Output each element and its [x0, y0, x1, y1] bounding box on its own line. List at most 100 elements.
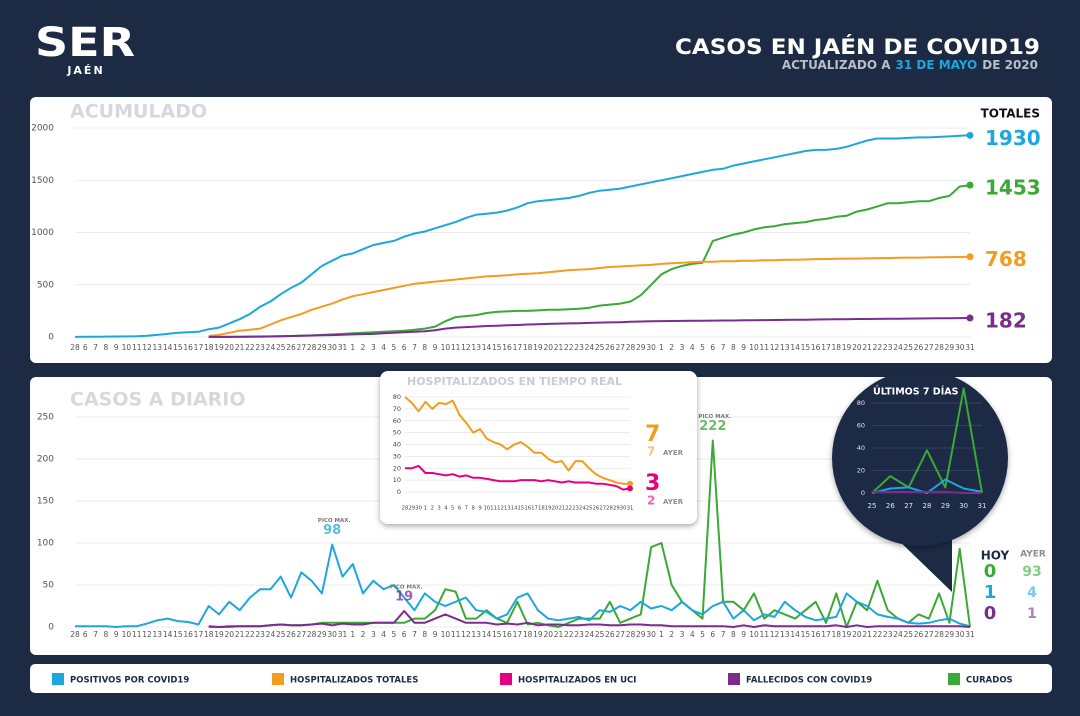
x-tick-label: 20: [543, 630, 553, 639]
series-line: [871, 478, 983, 494]
y-tick-label: 50: [43, 581, 55, 591]
y-tick-label: 0: [861, 489, 865, 497]
legend-swatch: [728, 673, 740, 685]
y-tick-label: 20: [393, 464, 401, 472]
x-tick-label: 28: [402, 506, 409, 512]
x-tick-label: 27: [924, 630, 934, 639]
y-tick-label: 10: [393, 476, 401, 484]
x-tick-label: 2: [361, 343, 366, 352]
x-tick-label: 7: [93, 343, 98, 352]
x-tick-label: 30: [646, 630, 656, 639]
x-tick-label: 25: [276, 630, 286, 639]
x-tick-label: 27: [615, 343, 625, 352]
series-line: [872, 490, 982, 494]
x-tick-label: 9: [433, 343, 438, 352]
x-tick-label: 28: [923, 502, 932, 510]
series-line: [208, 255, 971, 337]
x-tick-label: 14: [790, 630, 800, 639]
x-tick-label: 11: [132, 630, 142, 639]
peak-value: 98: [323, 523, 341, 538]
x-tick-label: 4: [690, 343, 695, 352]
peak-value: 222: [699, 419, 726, 434]
x-tick-label: 30: [620, 506, 627, 512]
hoy-value: 1: [984, 582, 997, 603]
hoy-label: HOY: [981, 549, 1010, 563]
y-tick-label: 0: [397, 488, 401, 496]
totals-label: TOTALES: [981, 107, 1040, 121]
x-tick-label: 26: [886, 502, 895, 510]
hoy-value: 0: [984, 603, 997, 624]
x-tick-label: 19: [533, 343, 543, 352]
y-tick-label: 200: [37, 455, 54, 465]
x-tick-label: 8: [103, 630, 108, 639]
x-tick-label: 3: [371, 343, 376, 352]
x-tick-label: 25: [586, 506, 593, 512]
x-tick-label: 26: [914, 630, 924, 639]
legend-swatch: [500, 673, 512, 685]
x-tick-label: 14: [511, 506, 518, 512]
x-tick-label: 7: [412, 630, 417, 639]
total-value: 768: [985, 247, 1027, 271]
x-tick-label: 31: [338, 630, 348, 639]
x-tick-label: 19: [214, 343, 224, 352]
x-tick-label: 15: [801, 630, 811, 639]
x-tick-label: 26: [605, 343, 615, 352]
x-tick-label: 24: [893, 630, 903, 639]
x-tick-label: 22: [565, 506, 572, 512]
x-tick-label: 21: [862, 343, 872, 352]
x-tick-label: 5: [392, 343, 397, 352]
peak-value: 19: [395, 590, 413, 605]
x-tick-label: 13: [471, 343, 481, 352]
x-tick-label: 30: [327, 343, 337, 352]
x-tick-label: 19: [533, 630, 543, 639]
x-tick-label: 11: [132, 343, 142, 352]
x-tick-label: 8: [422, 343, 427, 352]
x-tick-label: 12: [497, 506, 504, 512]
x-tick-label: 28: [606, 506, 613, 512]
y-tick-label: 100: [37, 539, 54, 549]
x-tick-label: 17: [513, 343, 523, 352]
x-tick-label: 12: [461, 630, 471, 639]
x-tick-label: 18: [204, 343, 214, 352]
x-tick-label: 6: [402, 630, 407, 639]
series-line: [405, 464, 631, 491]
x-tick-label: 14: [482, 630, 492, 639]
x-tick-label: 24: [266, 630, 276, 639]
x-tick-label: 23: [574, 343, 584, 352]
end-dot: [966, 181, 974, 189]
x-tick-label: 4: [690, 630, 695, 639]
total-value: 182: [985, 308, 1027, 332]
y-tick-label: 30: [393, 452, 401, 460]
x-tick-label: 2: [669, 343, 674, 352]
ayer-label: AYER: [663, 498, 684, 506]
x-tick-label: 24: [585, 343, 595, 352]
x-tick-label: 27: [904, 502, 913, 510]
x-tick-label: 5: [392, 630, 397, 639]
y-tick-label: 0: [48, 623, 54, 633]
x-tick-label: 26: [605, 630, 615, 639]
x-tick-label: 25: [868, 502, 877, 510]
x-tick-label: 2: [431, 506, 434, 512]
ayer-label: AYER: [1020, 550, 1046, 560]
x-tick-label: 2: [361, 630, 366, 639]
x-tick-label: 7: [465, 506, 468, 512]
x-tick-label: 30: [955, 630, 965, 639]
x-tick-label: 19: [842, 343, 852, 352]
x-tick-label: 8: [103, 343, 108, 352]
x-tick-label: 22: [564, 343, 574, 352]
x-tick-label: 7: [721, 630, 726, 639]
x-tick-label: 6: [83, 343, 88, 352]
y-tick-label: 500: [37, 280, 54, 290]
x-tick-label: 16: [811, 343, 821, 352]
series-line: [208, 610, 971, 628]
x-tick-label: 19: [545, 506, 552, 512]
legend-swatch: [948, 673, 960, 685]
x-tick-label: 14: [163, 343, 173, 352]
x-tick-label: 20: [225, 343, 235, 352]
x-tick-label: 24: [266, 343, 276, 352]
x-tick-label: 16: [811, 630, 821, 639]
y-tick-label: 0: [48, 333, 54, 343]
x-tick-label: 12: [461, 343, 471, 352]
end-dot: [966, 253, 974, 261]
x-tick-label: 10: [483, 506, 490, 512]
